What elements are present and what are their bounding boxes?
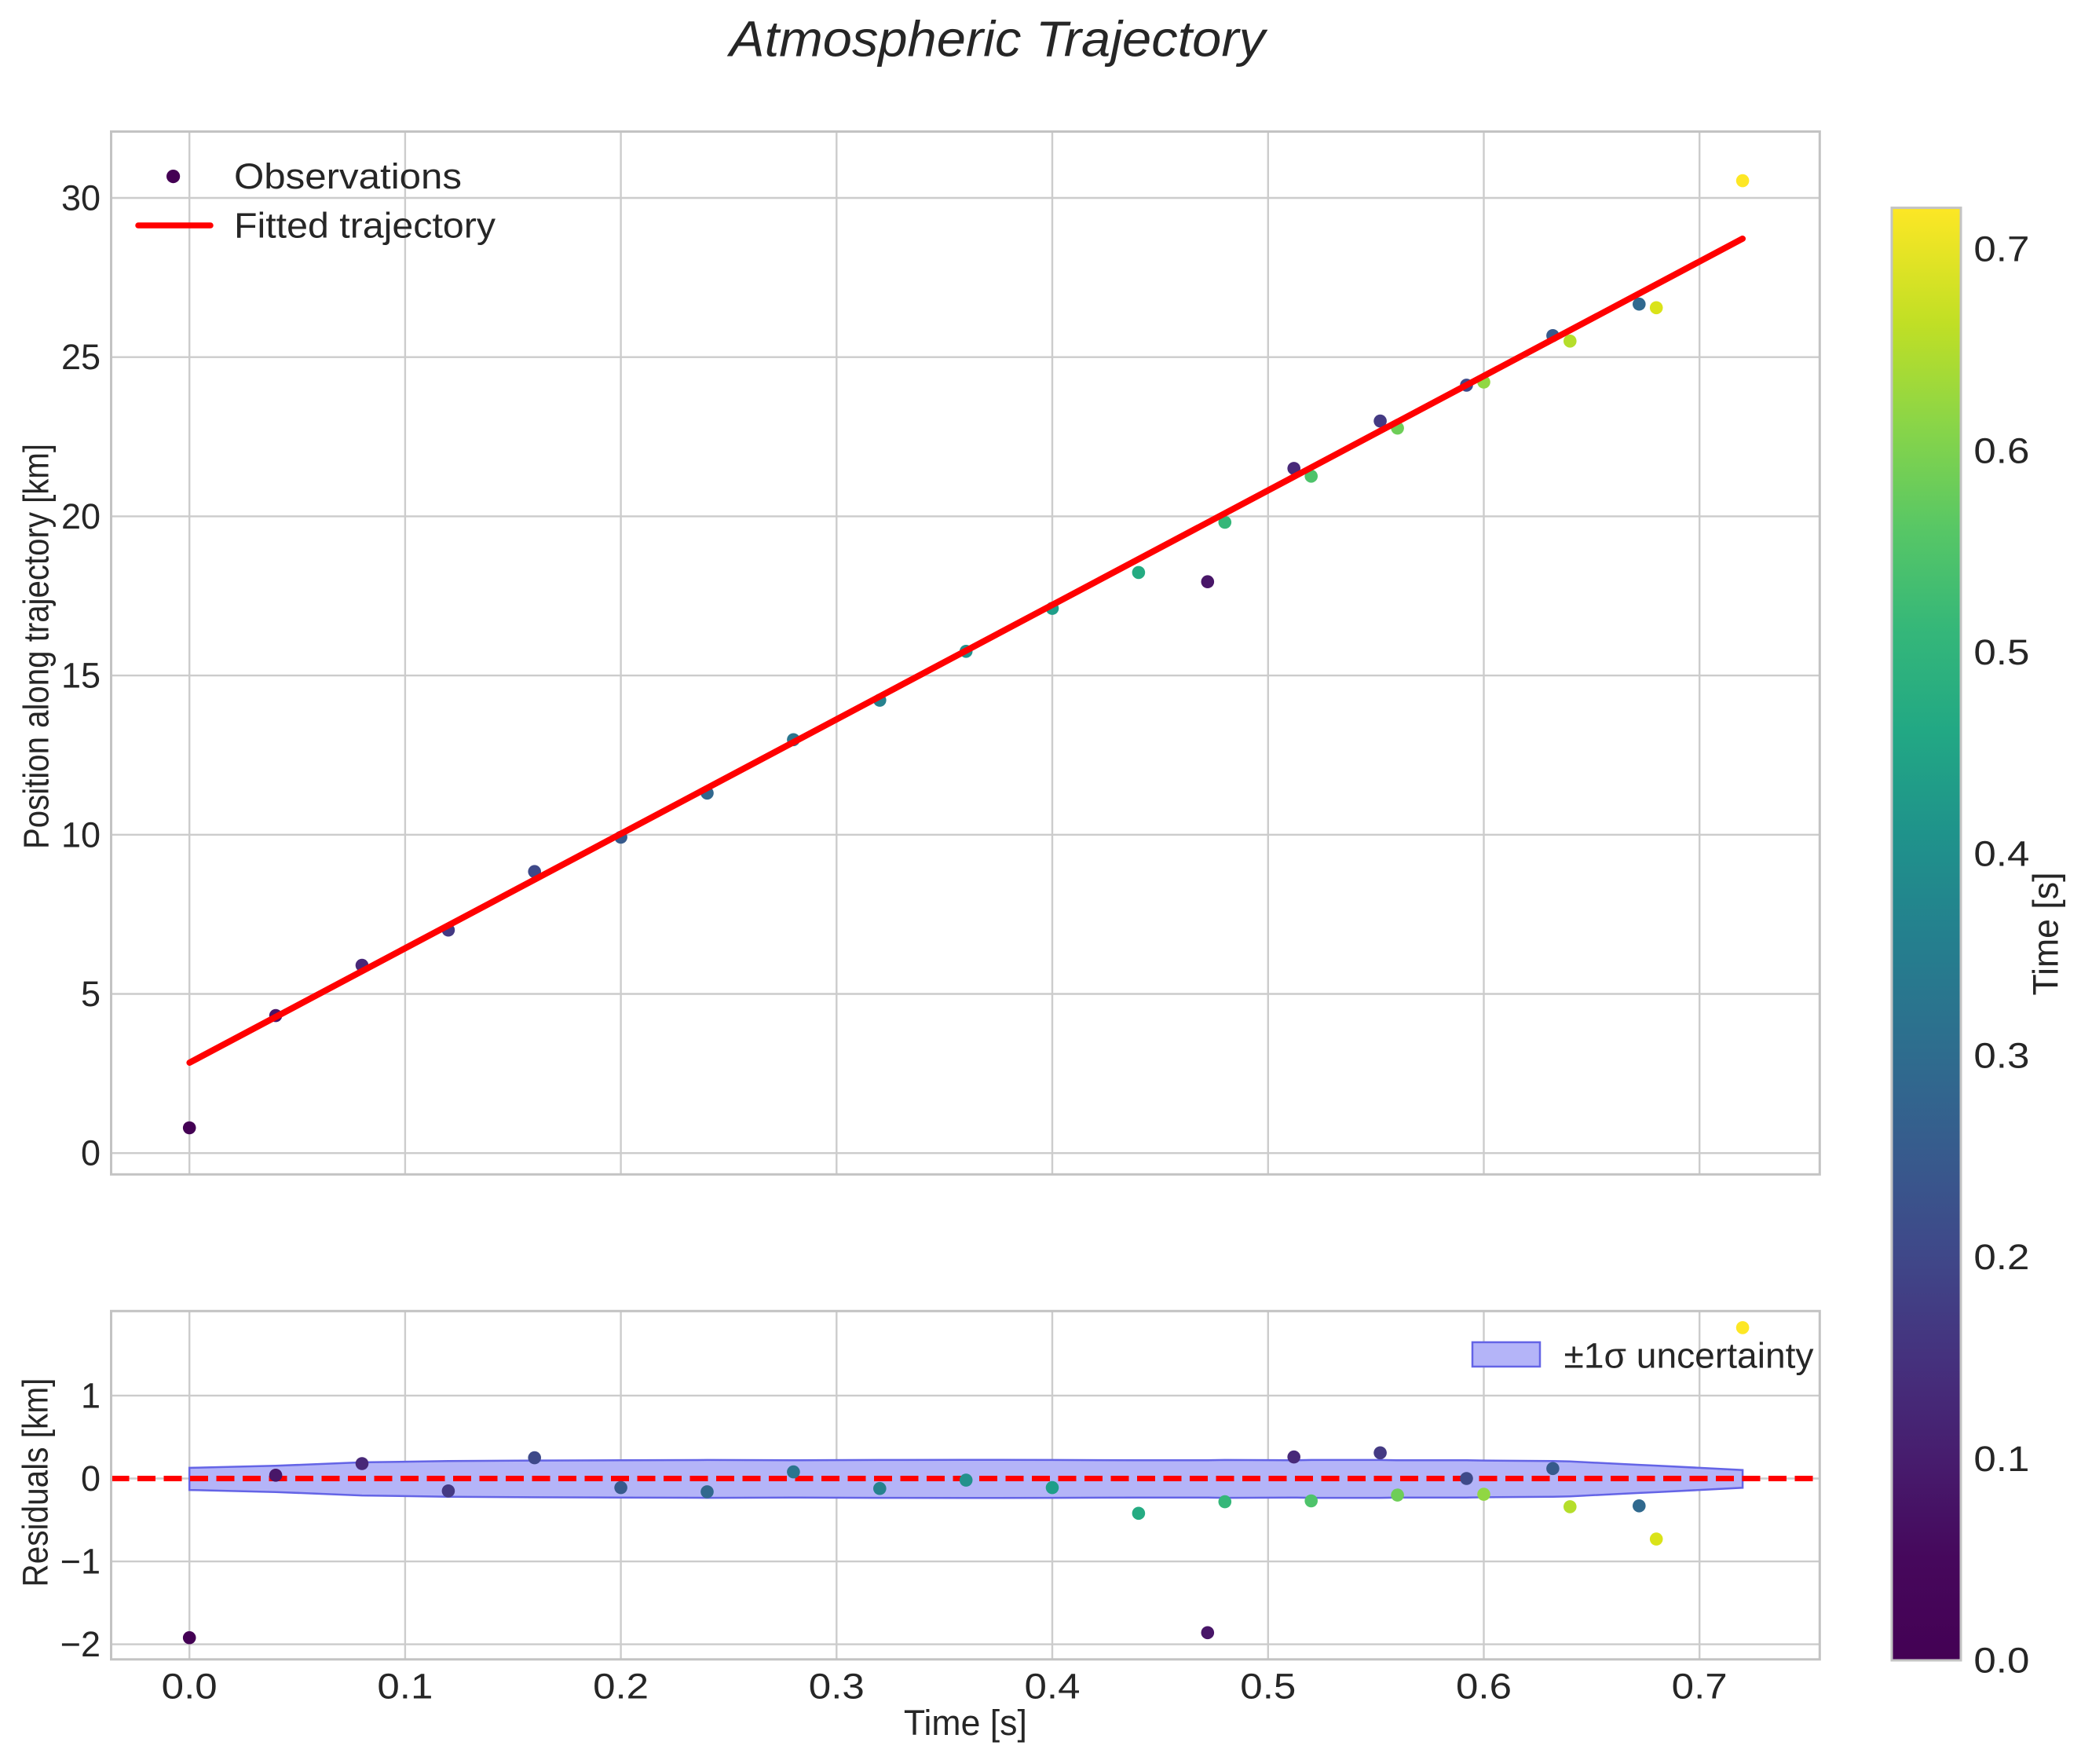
svg-text:Time [s]: Time [s]: [904, 1703, 1027, 1743]
svg-text:Position along trajectory [km]: Position along trajectory [km]: [16, 444, 57, 849]
svg-text:−2: −2: [60, 1624, 101, 1664]
svg-text:Residuals [km]: Residuals [km]: [16, 1378, 56, 1587]
svg-text:0.5: 0.5: [1973, 632, 2029, 672]
svg-text:0.4: 0.4: [1973, 834, 2029, 874]
svg-text:Fitted trajectory: Fitted trajectory: [234, 206, 496, 246]
svg-text:0.0: 0.0: [162, 1667, 218, 1707]
svg-text:Observations: Observations: [234, 156, 462, 196]
svg-text:1: 1: [81, 1375, 101, 1415]
svg-text:0.0: 0.0: [1973, 1641, 2029, 1681]
svg-text:0: 0: [81, 1458, 101, 1499]
svg-text:30: 30: [61, 178, 101, 218]
svg-text:0.3: 0.3: [809, 1667, 865, 1707]
svg-text:15: 15: [61, 656, 101, 696]
svg-text:0.6: 0.6: [1456, 1667, 1512, 1707]
svg-text:Atmospheric Trajectory: Atmospheric Trajectory: [726, 11, 1268, 68]
svg-text:25: 25: [61, 337, 101, 377]
svg-text:0.1: 0.1: [1973, 1439, 2029, 1479]
svg-text:0.7: 0.7: [1973, 229, 2029, 269]
svg-text:0.2: 0.2: [593, 1667, 649, 1707]
svg-text:0.6: 0.6: [1973, 430, 2029, 470]
svg-text:0.1: 0.1: [377, 1667, 433, 1707]
svg-text:0.7: 0.7: [1672, 1667, 1728, 1707]
svg-text:−1: −1: [60, 1542, 101, 1582]
svg-text:0.3: 0.3: [1973, 1035, 2029, 1075]
svg-text:Time [s]: Time [s]: [2026, 873, 2066, 996]
svg-text:0.2: 0.2: [1973, 1237, 2029, 1277]
svg-text:5: 5: [81, 974, 101, 1014]
svg-text:10: 10: [61, 814, 101, 855]
svg-text:0.5: 0.5: [1240, 1667, 1296, 1707]
svg-text:±1σ uncertainty: ±1σ uncertainty: [1564, 1336, 1815, 1376]
svg-text:0.4: 0.4: [1025, 1667, 1081, 1707]
svg-text:0: 0: [81, 1133, 101, 1173]
svg-text:20: 20: [61, 496, 101, 536]
